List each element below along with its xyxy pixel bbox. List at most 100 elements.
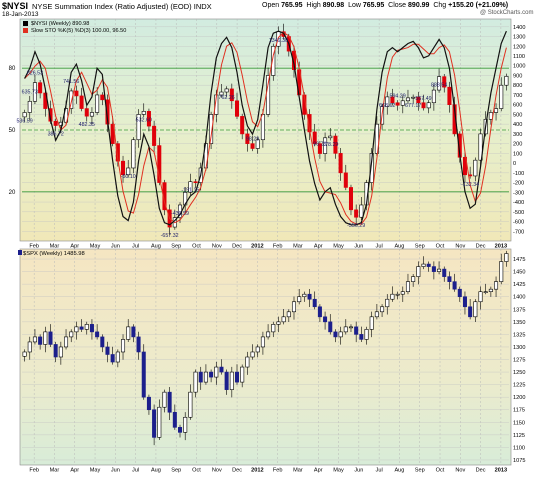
- spx-candle: [276, 321, 281, 325]
- spx-y-label: 1125: [513, 433, 525, 439]
- nysi-x-label: 2012: [251, 244, 263, 250]
- spx-y-label: 1300: [513, 345, 525, 351]
- nysi-candle: [74, 90, 79, 97]
- nysi-y-label: -700: [513, 229, 524, 235]
- spx-candle: [32, 336, 37, 343]
- nysi-y-label: 1200: [513, 44, 525, 50]
- spx-candle: [84, 324, 89, 330]
- spx-candle: [79, 326, 84, 330]
- spx-candle: [229, 371, 234, 390]
- nysi-candle: [38, 82, 43, 94]
- spx-candle: [385, 298, 390, 308]
- spx-candle: [380, 306, 385, 313]
- chg-value: +155.20 (+21.09%): [448, 2, 509, 9]
- spx-candle: [452, 281, 457, 290]
- nysi-x-label: Sep: [171, 244, 181, 250]
- nysi-candle: [411, 96, 416, 99]
- spx-x-label: Mar: [50, 468, 60, 474]
- spx-x-label: Feb: [29, 468, 39, 474]
- spx-y-label: 1450: [513, 270, 525, 276]
- spx-candle: [348, 326, 353, 329]
- nysi-candle: [131, 139, 136, 169]
- nysi-x-label: Jul: [376, 244, 383, 250]
- nysi-candle: [442, 76, 447, 88]
- spx-candle: [255, 346, 260, 353]
- spx-candle: [462, 296, 467, 308]
- spx-x-label: Oct: [192, 468, 201, 474]
- nysi-value-annotation: 386.72: [48, 132, 64, 138]
- nysi-candle: [354, 209, 359, 218]
- spx-candle: [172, 411, 177, 428]
- nysi-value-annotation: 98.29: [246, 137, 259, 143]
- nysi-value-annotation: -430.59: [171, 211, 189, 217]
- nysi-value-annotation: 278.29: [322, 142, 338, 148]
- high-label: High: [306, 2, 321, 9]
- spx-x-label: Aug: [394, 468, 404, 474]
- spx-x-label: Dec: [476, 468, 486, 474]
- spx-candle: [291, 301, 297, 313]
- nysi-candle: [219, 91, 224, 96]
- nysi-value-annotation: -556.29: [347, 223, 365, 229]
- nysi-candle: [291, 50, 297, 70]
- spx-x-label: Nov: [212, 468, 222, 474]
- nysi-candle: [136, 114, 141, 141]
- spx-candle: [110, 354, 115, 363]
- nysi-candle: [95, 94, 100, 113]
- spx-x-label: 2013: [495, 468, 507, 474]
- spx-candle: [426, 263, 431, 267]
- credit-text: @ StockCharts.com: [480, 10, 534, 16]
- spx-candle: [121, 339, 126, 353]
- stoch-left-label: 20: [9, 190, 16, 196]
- nysi-candle: [504, 76, 509, 86]
- nysi-candle: [323, 137, 328, 154]
- nysi-y-label: 0: [513, 161, 516, 167]
- nysi-y-label: -300: [513, 190, 524, 196]
- spx-candle: [69, 331, 74, 338]
- spx-candle: [364, 329, 369, 340]
- spx-x-label: 2012: [251, 468, 263, 474]
- spx-x-label: Apr: [314, 468, 323, 474]
- spx-x-label: Jun: [111, 468, 120, 474]
- nysi-candle: [209, 114, 214, 144]
- nysi-y-label: 100: [513, 151, 522, 157]
- nysi-candle: [27, 100, 32, 113]
- nysi-candle: [121, 160, 126, 176]
- stoch-fast-line: [24, 30, 507, 226]
- spx-candle: [152, 409, 157, 438]
- legend-entry: $NYSI (Weekly) 890.98: [31, 21, 89, 27]
- nysi-candle: [89, 112, 94, 117]
- spx-x-label: May: [90, 468, 101, 474]
- nysi-candle: [343, 172, 348, 188]
- nysi-candle: [255, 139, 260, 149]
- spx-y-label: 1075: [513, 458, 525, 464]
- low-label: Low: [348, 2, 361, 9]
- spx-y-label: 1175: [513, 408, 525, 414]
- spx-candle: [260, 336, 265, 348]
- spx-candle: [307, 293, 312, 300]
- ticker-symbol: $NYSI: [2, 1, 29, 11]
- spx-candle: [126, 326, 131, 340]
- spx-candle: [400, 291, 405, 295]
- legend-entry: Slow STO %K(5) %D(3) 100.00, 96.50: [31, 28, 126, 34]
- spx-candle: [333, 331, 338, 338]
- nysi-y-label: 500: [513, 112, 522, 118]
- spx-candle: [494, 281, 499, 290]
- nysi-x-label: Feb: [273, 244, 283, 250]
- nysi-candle: [141, 111, 146, 115]
- nysi-candle: [395, 102, 400, 106]
- nysi-y-label: -500: [513, 210, 524, 216]
- nysi-candle: [69, 90, 74, 109]
- nysi-candle: [348, 187, 353, 211]
- nysi-candle: [478, 133, 483, 161]
- nysi-candle: [126, 167, 131, 176]
- nysi-value-annotation: -657.32: [161, 233, 179, 239]
- nysi-candle: [224, 88, 229, 93]
- nysi-x-label: Oct: [192, 244, 201, 250]
- spx-candle: [105, 346, 110, 355]
- nysi-candle: [447, 86, 452, 105]
- nysi-y-label: 1300: [513, 35, 525, 41]
- spx-candle: [504, 253, 509, 262]
- nysi-candle: [437, 76, 442, 91]
- nysi-x-label: Nov: [455, 244, 465, 250]
